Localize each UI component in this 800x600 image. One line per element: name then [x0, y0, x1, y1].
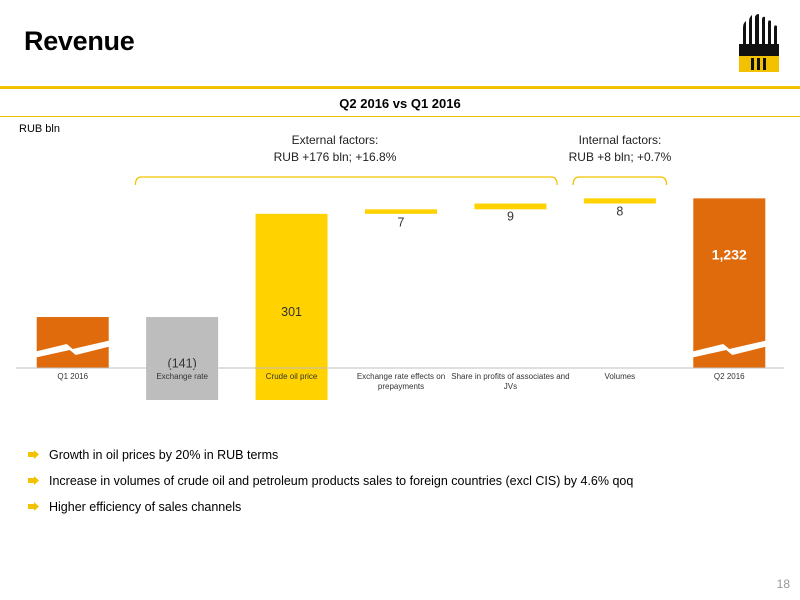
- bar-6: [583, 198, 656, 204]
- waterfall-chart: 1,048 (141) 301 7 9 8 1,232 Q1 2016 Exchange rat…: [16, 176, 784, 400]
- company-logo: [739, 14, 779, 72]
- bullet-item: Higher efficiency of sales channels: [28, 498, 633, 524]
- header-rule: [0, 86, 800, 89]
- arrow-bullet-icon: [28, 502, 39, 511]
- external-factors: External factors: RUB +176 bln; +16.8%: [240, 132, 430, 166]
- data-label-4: 7: [398, 215, 405, 229]
- data-label-1: 1,048: [55, 385, 90, 400]
- chart-subtitle: Q2 2016 vs Q1 2016: [339, 96, 461, 111]
- x-tick-label-7: Q2 2016: [714, 372, 745, 381]
- bullet-list: Growth in oil prices by 20% in RUB terms…: [28, 446, 633, 524]
- bar-7: [693, 198, 766, 368]
- internal-factors-bracket: [572, 176, 668, 186]
- page-number: 18: [776, 577, 790, 591]
- unit-label: RUB bln: [19, 123, 60, 135]
- page-title: Revenue: [24, 26, 135, 56]
- bullet-item: Growth in oil prices by 20% in RUB terms: [28, 446, 633, 472]
- x-tick-label-4: Exchange rate effects on prepayments: [357, 372, 445, 391]
- data-label-7: 1,232: [712, 246, 747, 262]
- data-label-3: 301: [281, 305, 302, 319]
- data-label-6: 8: [616, 204, 623, 218]
- bar-5: [474, 203, 547, 210]
- internal-factors: Internal factors: RUB +8 bln; +0.7%: [545, 132, 695, 166]
- bullet-text: Higher efficiency of sales channels: [49, 500, 242, 514]
- data-label-5: 9: [507, 210, 514, 224]
- x-tick-label-3: Crude oil price: [266, 372, 318, 381]
- bar-2: [146, 317, 219, 400]
- x-tick-label-2: Exchange rate: [156, 372, 208, 381]
- subtitle-rule: [0, 116, 800, 117]
- bullet-text: Increase in volumes of crude oil and pet…: [49, 474, 634, 488]
- axis-break-7: [690, 340, 769, 358]
- arrow-bullet-icon: [28, 450, 39, 459]
- x-tick-label-1: Q1 2016: [57, 372, 88, 381]
- bullet-item: Increase in volumes of crude oil and pet…: [28, 472, 633, 498]
- bullet-text: Growth in oil prices by 20% in RUB terms: [49, 448, 279, 462]
- external-factors-bracket: [134, 176, 558, 186]
- external-factors-title: External factors:: [291, 133, 379, 147]
- x-tick-label-6: Volumes: [605, 372, 636, 381]
- axis-break-1: [33, 340, 112, 358]
- bar-1: [36, 317, 109, 368]
- bar-4: [365, 209, 437, 214]
- internal-factors-value: RUB +8 bln; +0.7%: [568, 150, 672, 164]
- bar-3: [255, 213, 328, 400]
- internal-factors-title: Internal factors:: [578, 133, 662, 147]
- external-factors-value: RUB +176 bln; +16.8%: [273, 150, 397, 164]
- x-tick-label-5: Share in profits of associates and JVs: [451, 372, 569, 391]
- data-label-2: (141): [168, 357, 197, 371]
- arrow-bullet-icon: [28, 476, 39, 485]
